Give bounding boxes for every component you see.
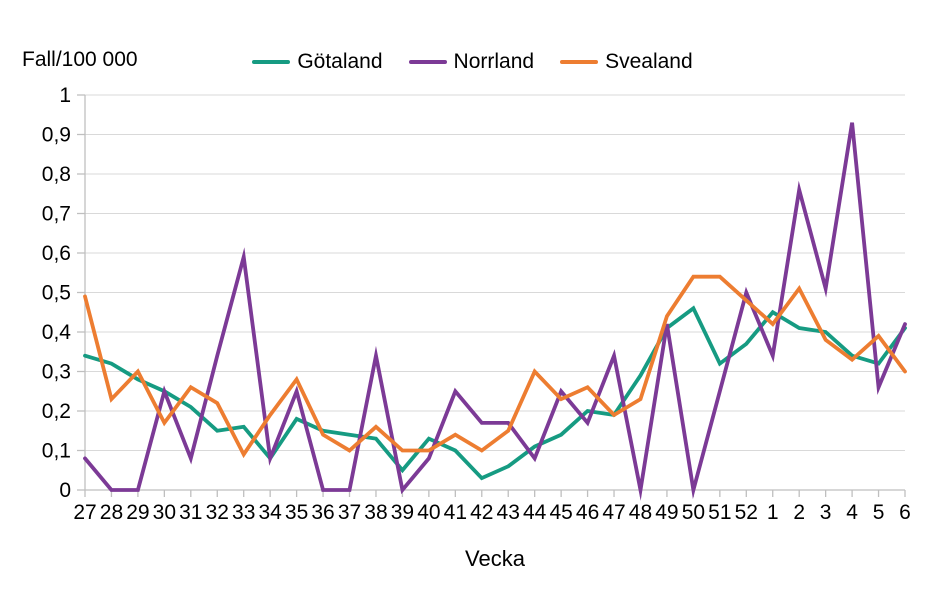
x-axis-title: Vecka — [465, 546, 525, 571]
svg-text:34: 34 — [258, 501, 282, 524]
svg-text:36: 36 — [311, 501, 334, 524]
svg-text:42: 42 — [470, 501, 493, 524]
svg-text:39: 39 — [391, 501, 414, 524]
svg-text:49: 49 — [655, 501, 678, 524]
svg-text:50: 50 — [682, 501, 705, 524]
svg-text:31: 31 — [179, 501, 202, 524]
svg-text:47: 47 — [602, 501, 625, 524]
legend-swatch-gotaland-icon — [252, 60, 291, 64]
legend-label-gotaland: Götaland — [297, 50, 383, 73]
chart-legend: Götaland Norrland Svealand — [0, 50, 945, 74]
svg-text:4: 4 — [846, 501, 858, 524]
legend-label-svealand: Svealand — [605, 50, 693, 73]
svg-text:43: 43 — [497, 501, 520, 524]
svg-text:44: 44 — [523, 501, 547, 524]
svg-text:0,7: 0,7 — [42, 203, 71, 226]
legend-item-gotaland: Götaland — [252, 50, 383, 74]
svg-text:52: 52 — [735, 501, 758, 524]
svg-text:37: 37 — [338, 501, 361, 524]
svg-text:27: 27 — [73, 501, 96, 524]
svg-text:6: 6 — [899, 501, 911, 524]
svg-text:1: 1 — [767, 501, 779, 524]
svg-text:29: 29 — [126, 501, 149, 524]
svg-text:0,9: 0,9 — [42, 124, 71, 147]
svg-text:5: 5 — [873, 501, 885, 524]
svg-text:33: 33 — [232, 501, 255, 524]
svg-text:40: 40 — [417, 501, 440, 524]
svg-text:0,8: 0,8 — [42, 163, 71, 186]
svg-text:45: 45 — [549, 501, 572, 524]
svg-text:30: 30 — [153, 501, 176, 524]
legend-item-svealand: Svealand — [560, 50, 693, 74]
svg-text:0,2: 0,2 — [42, 400, 71, 423]
svg-text:32: 32 — [206, 501, 229, 524]
svg-text:0,1: 0,1 — [42, 440, 71, 463]
legend-swatch-svealand-icon — [560, 60, 599, 64]
svg-text:38: 38 — [364, 501, 387, 524]
svg-text:2: 2 — [793, 501, 805, 524]
svg-text:1: 1 — [59, 84, 71, 107]
svg-text:46: 46 — [576, 501, 599, 524]
svg-text:0,6: 0,6 — [42, 242, 71, 265]
svg-text:0: 0 — [59, 479, 71, 502]
svg-text:3: 3 — [820, 501, 832, 524]
chart-title: Fall/100 000 — [22, 48, 138, 71]
svg-text:35: 35 — [285, 501, 308, 524]
legend-swatch-norrland-icon — [408, 60, 447, 64]
svg-text:0,3: 0,3 — [42, 361, 71, 384]
svg-text:28: 28 — [100, 501, 123, 524]
svg-text:41: 41 — [444, 501, 467, 524]
svg-text:48: 48 — [629, 501, 652, 524]
svg-text:0,5: 0,5 — [42, 282, 71, 305]
svg-text:51: 51 — [708, 501, 731, 524]
svg-text:0,4: 0,4 — [42, 321, 72, 344]
legend-item-norrland: Norrland — [408, 50, 535, 74]
legend-label-norrland: Norrland — [453, 50, 535, 73]
